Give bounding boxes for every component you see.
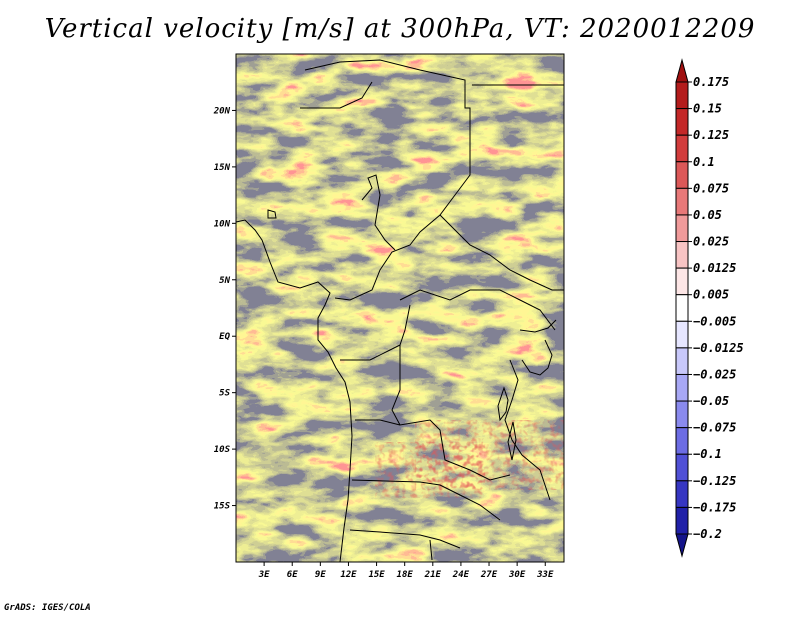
grads-credit: GrADS: IGES/COLA (4, 603, 91, 613)
map-title: Vertical velocity [m/s] at 300hPa, VT: 2… (44, 14, 756, 44)
lon-label: 15E (368, 570, 385, 580)
lon-label: 27E (480, 570, 498, 580)
colorbar-label: 0.175 (693, 75, 729, 89)
colorbar-swatch (675, 347, 689, 375)
colorbar-swatch (675, 506, 689, 535)
lon-label: 6E (287, 570, 298, 580)
colorbar-label: −0.0125 (693, 341, 744, 355)
lon-label: 12E (340, 570, 357, 580)
lat-label: 15S (214, 502, 231, 512)
convection-hotspot (375, 442, 485, 498)
colorbar-swatch (675, 320, 689, 349)
colorbar-swatch (675, 187, 689, 216)
colorbar-label: 0.075 (693, 181, 729, 195)
colorbar-swatch (675, 480, 689, 508)
lon-label: 24E (452, 570, 470, 580)
colorbar-label: −0.075 (693, 421, 736, 435)
map-frame (235, 53, 565, 563)
colorbar-swatch (675, 453, 689, 482)
colorbar-label: 0.05 (693, 208, 722, 222)
colorbar-label: −0.175 (693, 500, 736, 514)
colorbar-label: −0.2 (693, 527, 722, 541)
colorbar-swatch (675, 241, 689, 269)
country-borders (236, 59, 564, 562)
colorbar-swatch (675, 134, 689, 163)
colorbar-swatch (675, 161, 689, 189)
lon-label: 33E (536, 570, 554, 580)
colorbar-swatch (675, 214, 689, 243)
colorbar-label: −0.005 (693, 314, 736, 328)
colorbar-swatch (675, 267, 689, 296)
colorbar-label: −0.125 (693, 474, 736, 488)
colorbar-swatch (675, 108, 689, 136)
lon-label: 3E (258, 570, 270, 580)
lat-label: 5S (219, 389, 230, 399)
map-panel: 20N 15N 10N 5N EQ 5S 10S 15S 3E 6E 9E 12E 15E 18E 21E… (213, 53, 565, 580)
lat-label: 20N (213, 106, 231, 116)
colorbar-swatch (675, 294, 689, 322)
latitude-axis: 20N 15N 10N 5N EQ 5S 10S 15S (213, 106, 236, 512)
colorbar-swatch (675, 427, 689, 455)
colorbar-label: 0.005 (693, 288, 729, 302)
colorbar-label: 0.0125 (693, 261, 736, 275)
colorbar-label: 0.1 (693, 155, 715, 169)
colorbar-swatch (675, 81, 689, 110)
lat-label: 5N (219, 276, 230, 286)
colorbar-label: 0.025 (693, 235, 729, 249)
lat-label: 10S (214, 445, 231, 455)
colorbar-label: 0.15 (693, 102, 722, 116)
longitude-axis: 3E 6E 9E 12E 15E 18E 21E 24E 27E 30E 33E (258, 562, 554, 580)
lon-label: 18E (397, 570, 414, 580)
lat-label: EQ (219, 332, 230, 342)
colorbar-max-arrow (675, 58, 689, 83)
lat-label: 15N (214, 163, 231, 173)
lon-label: 21E (424, 570, 442, 580)
lat-label: 10N (214, 219, 231, 229)
lon-label: 30E (508, 570, 526, 580)
colorbar-label: 0.125 (693, 128, 729, 142)
colorbar-label: −0.05 (693, 394, 729, 408)
colorbar-label: −0.025 (693, 367, 736, 381)
colorbar-min-arrow (675, 533, 689, 558)
colorbar-label: −0.1 (693, 447, 722, 461)
colorbar: 0.175 0.15 0.125 0.1 0.075 0.05 0.025 0.0125 0.0… (675, 58, 744, 558)
colorbar-swatch (675, 373, 689, 402)
colorbar-swatch (675, 400, 689, 429)
lon-label: 9E (315, 570, 326, 580)
